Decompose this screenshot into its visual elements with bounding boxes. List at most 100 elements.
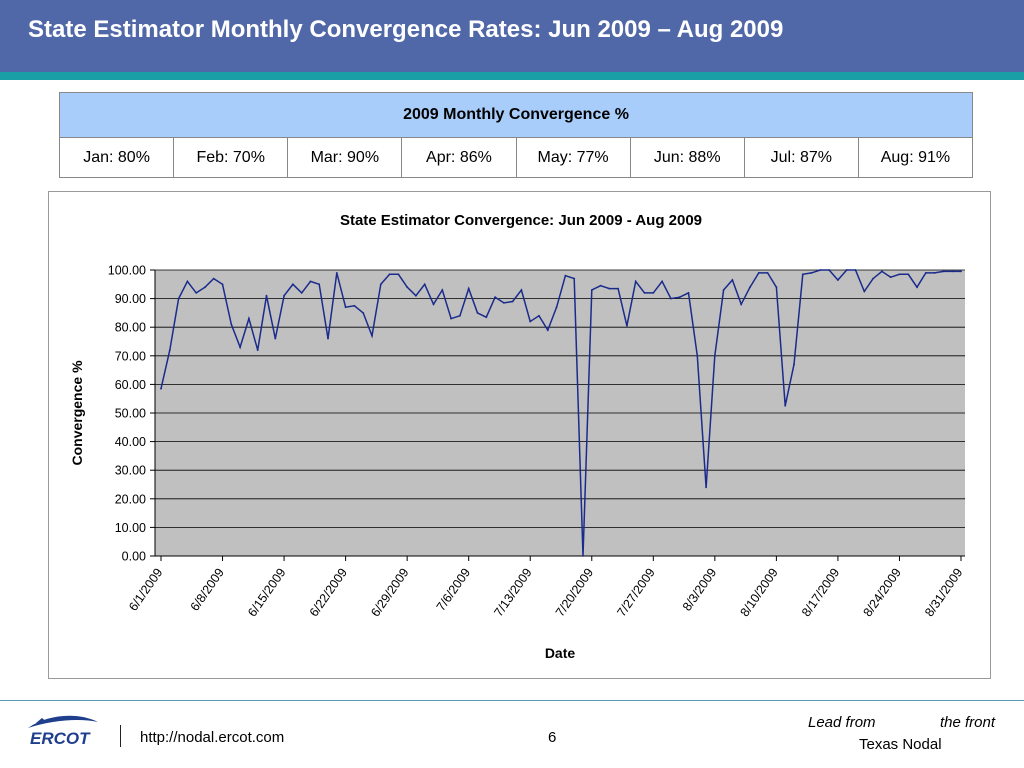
footer-divider bbox=[0, 700, 1024, 701]
data-point bbox=[177, 297, 180, 300]
table-header-row: 2009 Monthly Convergence % bbox=[59, 92, 973, 138]
data-point bbox=[520, 289, 523, 291]
data-point bbox=[415, 294, 417, 297]
data-point bbox=[942, 270, 945, 273]
data-point bbox=[511, 300, 514, 303]
data-point bbox=[810, 272, 813, 274]
data-point bbox=[889, 276, 892, 279]
data-point bbox=[274, 337, 277, 340]
data-point bbox=[793, 363, 795, 366]
series-line bbox=[160, 269, 961, 557]
data-point bbox=[924, 272, 927, 274]
data-point bbox=[881, 270, 883, 273]
x-tick-label: 6/22/2009 bbox=[307, 566, 350, 620]
slide-header: State Estimator Monthly Convergence Rate… bbox=[0, 0, 1024, 72]
data-point bbox=[951, 270, 954, 273]
data-point bbox=[907, 273, 910, 276]
data-point bbox=[335, 272, 338, 274]
data-point bbox=[476, 312, 479, 314]
data-point bbox=[371, 334, 373, 337]
convergence-line-chart: State Estimator Convergence: Jun 2009 - … bbox=[69, 212, 965, 661]
y-tick-label: 30.00 bbox=[115, 464, 146, 478]
page-number: 6 bbox=[548, 729, 557, 746]
table-cell-may: May: 77% bbox=[515, 137, 631, 178]
y-tick-label: 60.00 bbox=[115, 378, 146, 392]
table-cell-mar: Mar: 90% bbox=[287, 137, 403, 178]
y-tick-label: 70.00 bbox=[115, 349, 146, 363]
y-tick-label: 80.00 bbox=[115, 321, 146, 335]
data-point bbox=[705, 486, 707, 489]
data-point bbox=[388, 273, 391, 276]
data-point bbox=[854, 269, 857, 271]
data-point bbox=[740, 303, 743, 306]
monthly-convergence-table: 2009 Monthly Convergence % Jan: 80% Feb:… bbox=[58, 92, 974, 178]
x-tick-label: 6/15/2009 bbox=[245, 566, 288, 620]
data-point bbox=[168, 349, 171, 351]
data-point bbox=[643, 292, 646, 294]
data-point bbox=[678, 296, 681, 299]
x-tick-label: 8/24/2009 bbox=[861, 566, 904, 620]
x-tick-label: 6/29/2009 bbox=[368, 566, 411, 620]
data-point bbox=[248, 317, 250, 320]
footer-url: http://nodal.ercot.com bbox=[140, 729, 285, 746]
data-point bbox=[529, 320, 532, 323]
y-tick-label: 90.00 bbox=[115, 292, 146, 306]
y-tick-label: 50.00 bbox=[115, 407, 146, 421]
data-point bbox=[696, 354, 699, 357]
data-point bbox=[933, 272, 936, 274]
data-point bbox=[819, 269, 822, 271]
x-axis-label: Date bbox=[545, 645, 576, 661]
data-point bbox=[503, 302, 505, 304]
data-point bbox=[362, 312, 365, 314]
data-point bbox=[467, 287, 470, 290]
data-point bbox=[784, 404, 787, 407]
x-tick-label: 7/13/2009 bbox=[491, 566, 534, 620]
x-tick-label: 8/31/2009 bbox=[922, 566, 965, 620]
table-cell-feb: Feb: 70% bbox=[173, 137, 289, 178]
x-tick-label: 8/17/2009 bbox=[799, 566, 842, 620]
table-cell-jul: Jul: 87% bbox=[743, 137, 859, 178]
data-point bbox=[837, 279, 839, 281]
table-row: Jan: 80% Feb: 70% Mar: 90% Apr: 86% May:… bbox=[58, 137, 974, 178]
data-point bbox=[212, 277, 215, 280]
data-point bbox=[256, 349, 259, 351]
data-point bbox=[230, 323, 233, 326]
data-point bbox=[608, 287, 611, 290]
data-point bbox=[872, 277, 874, 280]
data-point bbox=[828, 269, 830, 271]
logo-text: ERCOT bbox=[30, 729, 91, 748]
data-point bbox=[485, 316, 488, 319]
data-point bbox=[186, 280, 189, 283]
chart-title: State Estimator Convergence: Jun 2009 - … bbox=[340, 212, 702, 229]
y-tick-label: 0.00 bbox=[122, 550, 146, 564]
data-point bbox=[221, 283, 224, 286]
data-point bbox=[379, 283, 382, 286]
data-point bbox=[757, 272, 760, 274]
data-point bbox=[687, 292, 690, 294]
data-point bbox=[423, 283, 426, 286]
data-point bbox=[344, 306, 347, 309]
data-point bbox=[555, 306, 558, 309]
ercot-logo: ERCOT bbox=[28, 715, 98, 748]
data-point bbox=[916, 286, 918, 289]
x-tick-label: 8/10/2009 bbox=[737, 566, 780, 620]
data-point bbox=[626, 324, 628, 327]
data-point bbox=[494, 296, 496, 299]
data-point bbox=[766, 272, 769, 274]
data-point bbox=[573, 277, 576, 280]
data-point bbox=[722, 289, 725, 291]
table-cell-aug: Aug: 91% bbox=[857, 137, 974, 178]
data-point bbox=[283, 294, 285, 297]
data-point bbox=[960, 270, 962, 273]
tagline-lead-from: Lead from bbox=[808, 714, 876, 731]
data-point bbox=[670, 297, 672, 300]
data-point bbox=[713, 354, 716, 357]
data-point bbox=[265, 294, 268, 297]
y-tick-label: 20.00 bbox=[115, 492, 146, 506]
data-point bbox=[590, 289, 593, 291]
data-point bbox=[195, 292, 198, 294]
footer-separator bbox=[120, 725, 121, 747]
data-point bbox=[318, 283, 321, 286]
y-axis-label: Convergence % bbox=[69, 360, 85, 466]
header-accent-stripe bbox=[0, 72, 1024, 80]
